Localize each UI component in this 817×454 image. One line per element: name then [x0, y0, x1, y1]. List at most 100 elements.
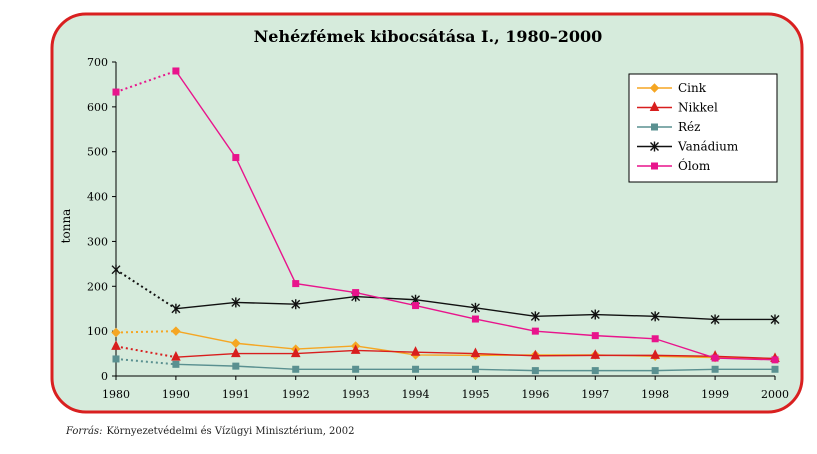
legend-label: Ólom: [678, 157, 711, 173]
x-tick-label: 1997: [581, 388, 609, 401]
chart-title: Nehézfémek kibocsátása I., 1980–2000: [254, 27, 603, 46]
legend-entry: Nikkel: [637, 101, 718, 115]
data-point: [590, 349, 601, 359]
data-point: [232, 362, 240, 370]
legend-marker: [649, 101, 660, 111]
data-point: [291, 299, 301, 310]
x-tick-label: 1996: [521, 388, 549, 401]
legend-entry: Réz: [637, 120, 700, 134]
data-point: [410, 346, 421, 356]
x-tick-label: 1990: [162, 388, 190, 401]
legend-label: Nikkel: [678, 101, 718, 115]
legend-entry: Vanádium: [637, 140, 739, 154]
data-point: [651, 335, 659, 343]
source-label: Forrás:: [66, 426, 103, 437]
y-tick-label: 100: [87, 325, 108, 338]
data-point: [590, 309, 600, 320]
x-tick-label: 1999: [701, 388, 729, 401]
data-point: [232, 154, 240, 162]
series-vanadium: [111, 264, 780, 325]
x-tick-label: 1995: [461, 388, 489, 401]
y-tick-label: 200: [87, 280, 108, 293]
data-point: [470, 347, 481, 358]
data-point: [591, 332, 599, 340]
series-rez: [112, 355, 779, 375]
legend-marker: [650, 141, 659, 152]
data-point: [111, 264, 121, 275]
x-tick-label: 1993: [342, 388, 370, 401]
legend: Cink Nikkel Réz Vanádium Ólom: [628, 73, 778, 183]
data-point: [412, 365, 420, 373]
data-point: [710, 314, 720, 325]
data-point: [290, 347, 301, 358]
data-point: [172, 67, 180, 75]
data-point: [352, 365, 360, 373]
series-olom: [112, 67, 779, 364]
legend-marker: [651, 123, 658, 131]
data-point: [771, 356, 779, 364]
data-point: [231, 347, 241, 358]
data-point: [231, 297, 241, 308]
data-point: [292, 365, 300, 373]
data-point: [112, 88, 120, 96]
data-point: [471, 315, 479, 323]
series-layer: [111, 67, 780, 375]
legend-label: Vanádium: [677, 140, 739, 154]
data-point: [591, 367, 599, 375]
data-point: [231, 338, 241, 348]
y-tick-label: 700: [87, 56, 108, 69]
data-point: [650, 311, 660, 322]
legend-entry: Cink: [637, 81, 707, 95]
data-point: [172, 360, 180, 368]
x-tick-label: 2000: [761, 388, 789, 401]
data-point: [531, 367, 539, 375]
x-tick-label: 1991: [222, 388, 250, 401]
series-dotted-segment: [115, 70, 177, 93]
data-point: [530, 311, 540, 322]
source-note: Forrás: Környezetvédelmi és Vízügyi Minis…: [66, 426, 355, 437]
data-point: [171, 303, 181, 314]
data-point: [711, 365, 719, 373]
data-point: [350, 344, 361, 354]
data-point: [771, 365, 779, 373]
data-point: [111, 340, 121, 350]
y-tick-label: 400: [87, 191, 108, 204]
data-point: [650, 349, 660, 359]
data-point: [531, 327, 539, 335]
x-tick-label: 1980: [102, 388, 130, 401]
series-dotted-segment: [115, 357, 176, 366]
data-point: [471, 365, 479, 373]
y-tick-label: 300: [87, 235, 108, 248]
data-point: [470, 302, 480, 313]
y-tick-label: 600: [87, 101, 108, 114]
y-tick-label: 0: [101, 370, 108, 383]
legend-marker: [649, 83, 660, 93]
data-point: [171, 351, 181, 361]
data-point: [530, 349, 541, 360]
data-point: [292, 280, 300, 288]
data-point: [711, 354, 719, 362]
y-tick-label: 500: [87, 146, 108, 159]
data-point: [651, 367, 659, 375]
series-dotted-segment: [115, 268, 177, 310]
data-point: [111, 327, 121, 338]
legend-entry: Ólom: [637, 157, 711, 173]
data-point: [770, 314, 780, 325]
series-nikkel: [111, 340, 780, 363]
data-point: [171, 326, 181, 336]
x-tick-label: 1998: [641, 388, 669, 401]
series-dotted-segment: [115, 345, 177, 359]
data-point: [352, 289, 360, 297]
chart-background: [50, 12, 804, 414]
data-point: [112, 355, 120, 363]
x-tick-label: 1992: [282, 388, 310, 401]
data-point: [412, 302, 420, 310]
source-text: Környezetvédelmi és Vízügyi Minisztérium…: [106, 426, 355, 437]
x-tick-label: 1994: [402, 388, 430, 401]
legend-label: Cink: [678, 81, 707, 95]
axes: 0 100 200 300 400 500 600 700 1980 1990 1991 1992 19…: [87, 56, 789, 401]
legend-marker: [651, 162, 658, 170]
y-axis-label: tonna: [59, 209, 73, 244]
legend-label: Réz: [678, 120, 700, 134]
